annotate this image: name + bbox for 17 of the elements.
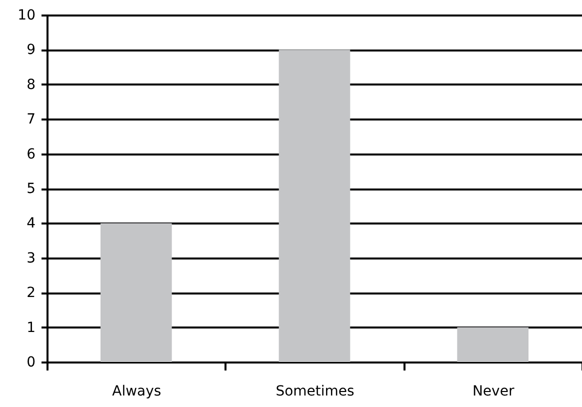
y-tick-label: 6: [26, 146, 36, 162]
bar: [100, 223, 172, 362]
bar: [457, 327, 528, 362]
y-tick-label: 3: [26, 250, 36, 266]
y-tick-label: 9: [26, 42, 36, 58]
y-tick-label: 2: [26, 285, 36, 302]
y-tick-label: 10: [18, 8, 36, 24]
y-tick-label: 0: [26, 354, 36, 370]
y-tick-label: 1: [26, 320, 36, 336]
bar: [278, 50, 350, 362]
y-tick-label: 4: [26, 216, 36, 232]
x-tick-label: Sometimes: [276, 384, 354, 400]
x-tick-label: Never: [472, 384, 514, 400]
y-tick-label: 8: [26, 76, 36, 93]
y-tick-label: 7: [26, 112, 36, 128]
x-tick-label: Always: [112, 384, 162, 400]
y-tick-label: 5: [26, 181, 36, 197]
